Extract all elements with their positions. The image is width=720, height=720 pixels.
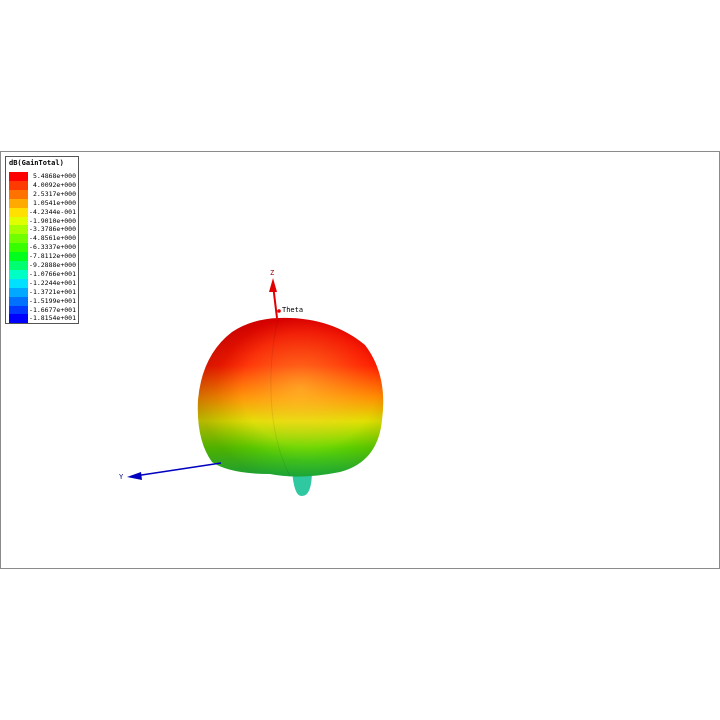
legend-entry: -6.3337e+000 (9, 243, 77, 253)
legend-value: -1.0766e+001 (29, 269, 76, 278)
legend-entry: 1.0541e+000 (9, 198, 77, 208)
legend-value: 1.0541e+000 (32, 198, 76, 207)
legend-swatch (9, 314, 28, 324)
y-axis (134, 462, 222, 477)
legend-value: -9.2888e+000 (29, 261, 76, 269)
y-axis-label: Y (119, 473, 124, 481)
legend-swatch (9, 207, 28, 217)
legend-value: -4.8561e+000 (29, 234, 76, 243)
legend-swatch (9, 198, 28, 208)
legend-value: -3.3786e+000 (29, 225, 76, 234)
legend-swatch (9, 305, 28, 315)
theta-label: Theta (282, 306, 303, 314)
legend-entry: 5.4868e+000 (9, 172, 77, 181)
legend-entry: -1.0766e+001 (9, 269, 77, 279)
legend-entry: -1.6677e+001 (9, 305, 77, 315)
legend-value: -4.2344e-001 (29, 207, 76, 216)
legend-swatch (9, 278, 28, 288)
legend-swatch (9, 296, 28, 306)
y-axis-arrow (127, 472, 142, 480)
legend-value: 5.4868e+000 (32, 172, 76, 180)
legend-value: 2.5317e+000 (32, 189, 76, 198)
legend-entry: -4.8561e+000 (9, 234, 77, 244)
legend-entry: -3.3786e+000 (9, 225, 77, 235)
legend-swatch (9, 172, 28, 181)
legend-swatch (9, 234, 28, 244)
legend-entry: 2.5317e+000 (9, 189, 77, 199)
legend-value: -1.8154e+001 (29, 314, 76, 323)
legend-entry: -1.3721e+001 (9, 287, 77, 297)
z-axis-arrow (269, 278, 277, 292)
legend-swatch (9, 261, 28, 270)
legend-entry: 4.0092e+000 (9, 180, 77, 190)
legend-swatch (9, 216, 28, 226)
legend-value: -1.2244e+001 (29, 278, 76, 287)
legend-swatch (9, 180, 28, 190)
legend-title: dB(GainTotal) (9, 159, 64, 167)
legend-entry: -9.2888e+000 (9, 261, 77, 270)
legend-swatch (9, 269, 28, 279)
legend-swatch (9, 243, 28, 253)
legend-value: -6.3337e+000 (29, 243, 76, 252)
legend-entry: -1.9010e+000 (9, 216, 77, 226)
legend-value: -1.3721e+001 (29, 287, 76, 296)
legend-entry: -4.2344e-001 (9, 207, 77, 217)
legend-value: 4.0092e+000 (32, 180, 76, 189)
legend-value: -7.8112e+000 (29, 252, 76, 261)
legend-value: -1.9010e+000 (29, 216, 76, 225)
legend-swatch (9, 189, 28, 199)
legend-entry: -1.2244e+001 (9, 278, 77, 288)
legend-entry: -1.8154e+001 (9, 314, 77, 324)
color-legend: dB(GainTotal) 5.4868e+000 4.0092e+000 2.53… (5, 156, 79, 324)
legend-swatch (9, 287, 28, 297)
legend-swatch (9, 225, 28, 235)
legend-entry: -1.5199e+001 (9, 296, 77, 306)
z-axis-label: Z (270, 269, 274, 277)
legend-value: -1.5199e+001 (29, 296, 76, 305)
legend-value: -1.6677e+001 (29, 305, 76, 314)
theta-marker (277, 309, 281, 313)
legend-swatch (9, 252, 28, 262)
legend-entry: -7.8112e+000 (9, 252, 77, 262)
